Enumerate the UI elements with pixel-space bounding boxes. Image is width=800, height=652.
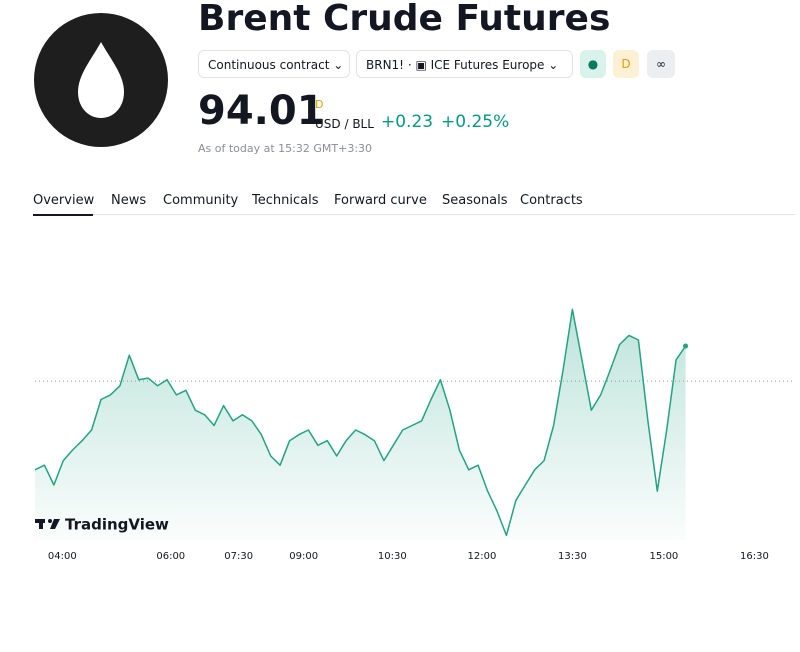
brand: TradingView bbox=[65, 516, 169, 534]
chart: 04:00 06:00 07:30 09:00 10:30 12:00 13:30 15:00… bbox=[34, 308, 795, 562]
x-tick-label: 07:30 bbox=[224, 551, 253, 562]
price-flag: D bbox=[315, 98, 324, 111]
title: Brent Crude Futures bbox=[198, 0, 611, 39]
x-tick-label: 13:30 bbox=[558, 551, 587, 562]
contract-button[interactable]: Continuous contract ⌄ bbox=[198, 50, 350, 78]
change: +0.23 bbox=[381, 112, 434, 132]
tab[interactable]: Forward curve bbox=[334, 193, 427, 208]
price-line bbox=[34, 308, 687, 537]
tab[interactable]: Seasonals bbox=[442, 193, 508, 208]
tab[interactable]: Overview bbox=[33, 193, 95, 208]
x-tick-label: 04:00 bbox=[48, 551, 77, 562]
tab[interactable]: Technicals bbox=[252, 193, 319, 208]
button-label: BRN1! bbox=[366, 58, 404, 72]
last-point bbox=[683, 343, 689, 349]
change-percent: +0.25% bbox=[441, 112, 510, 132]
tab-divider bbox=[33, 214, 795, 215]
x-tick-label: 09:00 bbox=[289, 551, 318, 562]
x-tick-label: 15:00 bbox=[649, 551, 678, 562]
currency: USD / BLL bbox=[315, 117, 374, 131]
link-badge[interactable]: ∞ bbox=[647, 50, 675, 78]
area bbox=[35, 309, 686, 540]
price: 94.01 bbox=[198, 88, 325, 134]
x-tick-label: 10:30 bbox=[378, 551, 407, 562]
status-badge[interactable]: ● bbox=[580, 50, 606, 78]
x-tick-label: 16:30 bbox=[740, 551, 769, 562]
tab[interactable]: Contracts bbox=[520, 193, 583, 208]
logo bbox=[34, 13, 168, 147]
delay-badge[interactable]: D bbox=[613, 50, 639, 78]
button-label: ICE Futures Europe bbox=[430, 58, 545, 72]
tab-underline bbox=[33, 214, 93, 216]
tab[interactable]: Community bbox=[163, 193, 239, 208]
brand-logo bbox=[35, 519, 60, 529]
button-label: Continuous contract bbox=[208, 58, 330, 72]
timestamp: As of today at 15:32 GMT+3:30 bbox=[198, 142, 373, 155]
x-tick-label: 12:00 bbox=[468, 551, 497, 562]
x-tick-label: 06:00 bbox=[156, 551, 185, 562]
tab[interactable]: News bbox=[111, 193, 147, 208]
symbol-button[interactable]: BRN1! · ▣ ICE Futures Europe ⌄ bbox=[356, 50, 573, 78]
